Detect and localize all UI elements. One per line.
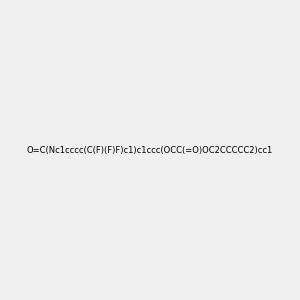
Text: O=C(Nc1cccc(C(F)(F)F)c1)c1ccc(OCC(=O)OC2CCCCC2)cc1: O=C(Nc1cccc(C(F)(F)F)c1)c1ccc(OCC(=O)OC2… bbox=[27, 146, 273, 154]
